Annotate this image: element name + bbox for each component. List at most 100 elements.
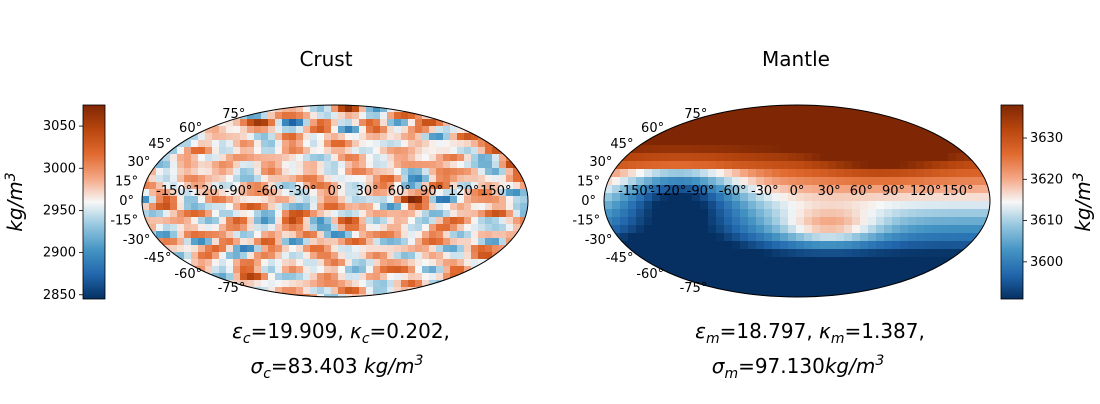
crust-field-cell bbox=[366, 168, 374, 176]
crust-field-cell bbox=[191, 224, 199, 232]
crust-field-cell bbox=[527, 259, 528, 267]
crust-field-cell bbox=[359, 210, 367, 218]
crust-field-cell bbox=[191, 217, 199, 225]
mantle-field-cell bbox=[812, 257, 821, 266]
mantle-field-cell bbox=[820, 217, 829, 226]
crust-field-cell bbox=[338, 203, 346, 211]
mantle-field-cell bbox=[932, 209, 941, 218]
crust-field-cell bbox=[492, 126, 500, 134]
crust-field-cell bbox=[401, 168, 409, 176]
mantle-field-cell bbox=[844, 153, 853, 162]
mantle-field-cell bbox=[716, 209, 725, 218]
crust-field-cell bbox=[289, 231, 297, 239]
crust-field-cell bbox=[282, 266, 290, 274]
crust-field-cell bbox=[485, 112, 493, 120]
crust-field-cell bbox=[401, 259, 409, 267]
crust-field-cell bbox=[149, 189, 157, 197]
crust-field-cell bbox=[177, 161, 185, 169]
crust-field-cell bbox=[240, 245, 248, 253]
crust-field-cell bbox=[261, 224, 269, 232]
crust-field-cell bbox=[282, 203, 290, 211]
crust-field-cell bbox=[282, 210, 290, 218]
crust-field-cell bbox=[471, 245, 479, 253]
mantle-field-cell bbox=[932, 193, 941, 202]
crust-field-cell bbox=[275, 217, 283, 225]
crust-field-cell bbox=[373, 189, 381, 197]
crust-field-cell bbox=[233, 210, 241, 218]
crust-field-cell bbox=[450, 161, 458, 169]
crust-field-cell bbox=[520, 189, 528, 197]
crust-field-cell bbox=[163, 210, 171, 218]
mantle-field-cell bbox=[980, 161, 989, 170]
mantle-field-cell bbox=[852, 153, 861, 162]
crust-field-cell bbox=[408, 280, 416, 288]
crust-field-cell bbox=[170, 238, 178, 246]
mantle-field-cell bbox=[972, 137, 981, 146]
crust-field-cell bbox=[513, 133, 521, 141]
mantle-field-cell bbox=[692, 177, 701, 186]
crust-field-cell bbox=[415, 259, 423, 267]
mantle-field-cell bbox=[652, 225, 661, 234]
crust-field-cell bbox=[205, 238, 213, 246]
mantle-field-cell bbox=[932, 169, 941, 178]
crust-field-cell bbox=[345, 210, 353, 218]
crust-field-cell bbox=[303, 210, 311, 218]
crust-field-cell bbox=[156, 119, 164, 127]
mantle-field-cell bbox=[852, 265, 861, 274]
mantle-field-cell bbox=[796, 153, 805, 162]
mantle-field-cell bbox=[844, 113, 853, 122]
mantle-field-cell bbox=[948, 201, 957, 210]
crust-field-cell bbox=[163, 161, 171, 169]
crust-field-cell bbox=[268, 105, 276, 113]
mantle-field-cell bbox=[908, 289, 917, 297]
crust-field-cell bbox=[527, 252, 528, 260]
mantle-latitude-label: -30° bbox=[585, 233, 613, 248]
mantle-field-cell bbox=[740, 281, 749, 290]
mantle-field-cell bbox=[788, 193, 797, 202]
mantle-field-cell bbox=[804, 265, 813, 274]
mantle-field-cell bbox=[876, 273, 885, 282]
crust-field-cell bbox=[198, 182, 206, 190]
mantle-field-cell bbox=[820, 265, 829, 274]
mantle-field-cell bbox=[756, 161, 765, 170]
mantle-field-cell bbox=[676, 193, 685, 202]
mantle-latitude-label: -15° bbox=[572, 214, 600, 229]
crust-field-cell bbox=[296, 175, 304, 183]
crust-field-cell bbox=[352, 224, 360, 232]
crust-field-cell bbox=[478, 105, 486, 113]
crust-field-cell bbox=[450, 182, 458, 190]
mantle-field-cell bbox=[924, 129, 933, 138]
mantle-field-cell bbox=[836, 193, 845, 202]
mantle-field-cell bbox=[972, 241, 981, 250]
crust-field-cell bbox=[527, 217, 528, 225]
mantle-field-cell bbox=[716, 249, 725, 258]
mantle-field-cell bbox=[924, 273, 933, 282]
mantle-field-cell bbox=[924, 161, 933, 170]
crust-field-cell bbox=[268, 231, 276, 239]
crust-field-cell bbox=[219, 252, 227, 260]
crust-field-cell bbox=[191, 154, 199, 162]
crust-field-cell bbox=[205, 112, 213, 120]
crust-field-cell bbox=[394, 140, 402, 148]
crust-field-cell bbox=[450, 252, 458, 260]
crust-field-cell bbox=[436, 175, 444, 183]
mantle-field-cell bbox=[924, 209, 933, 218]
crust-field-cell bbox=[387, 245, 395, 253]
mantle-field-cell bbox=[668, 289, 677, 297]
crust-field-cell bbox=[457, 224, 465, 232]
crust-field-cell bbox=[513, 119, 521, 127]
crust-field-cell bbox=[366, 252, 374, 260]
mantle-field-cell bbox=[940, 121, 949, 130]
mantle-field-cell bbox=[668, 145, 677, 154]
crust-field-cell bbox=[506, 259, 514, 267]
crust-field-cell bbox=[338, 189, 346, 197]
crust-field-cell bbox=[359, 287, 367, 295]
mantle-field-cell bbox=[668, 249, 677, 258]
crust-field-cell bbox=[149, 196, 157, 204]
mantle-field-cell bbox=[860, 209, 869, 218]
crust-field-cell bbox=[520, 154, 528, 162]
crust-field-cell bbox=[149, 105, 157, 113]
mantle-field-cell bbox=[948, 233, 957, 242]
mantle-field-cell bbox=[644, 105, 653, 114]
crust-field-cell bbox=[282, 280, 290, 288]
